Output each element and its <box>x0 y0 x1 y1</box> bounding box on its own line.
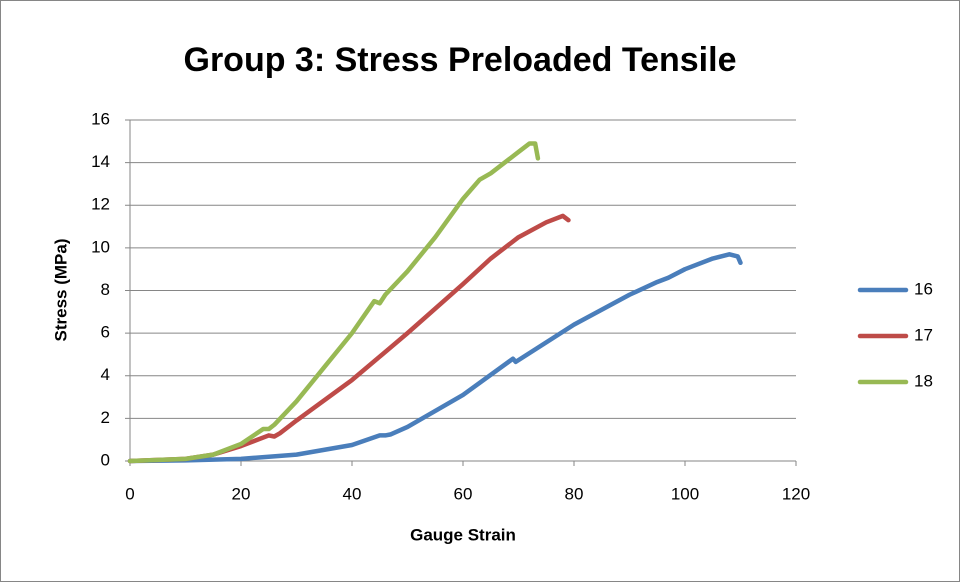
x-tick-label: 40 <box>343 484 362 503</box>
legend-label: 17 <box>914 325 933 344</box>
y-tick-label: 6 <box>101 323 110 342</box>
data-line <box>127 252 743 464</box>
x-tick-label: 100 <box>671 484 699 503</box>
x-tick-label: 60 <box>454 484 473 503</box>
y-tick-label: 2 <box>101 408 110 427</box>
y-tick-label: 12 <box>91 195 110 214</box>
legend-label: 16 <box>914 279 933 298</box>
y-tick-label: 10 <box>91 237 110 256</box>
x-tick-label: 0 <box>125 484 134 503</box>
y-axis-label: Stress (MPa) <box>51 239 70 342</box>
y-tick-label: 16 <box>91 109 110 128</box>
y-tick-label: 0 <box>101 450 110 469</box>
data-line <box>127 141 541 464</box>
x-tick-label: 80 <box>565 484 584 503</box>
chart-title: Group 3: Stress Preloaded Tensile <box>184 41 737 79</box>
x-tick-label: 120 <box>782 484 810 503</box>
y-tick-label: 4 <box>101 365 110 384</box>
y-tick-label: 8 <box>101 280 110 299</box>
x-tick-label: 20 <box>232 484 251 503</box>
y-tick-label: 14 <box>91 152 110 171</box>
legend-label: 18 <box>914 371 933 390</box>
x-axis-label: Gauge Strain <box>410 525 516 544</box>
